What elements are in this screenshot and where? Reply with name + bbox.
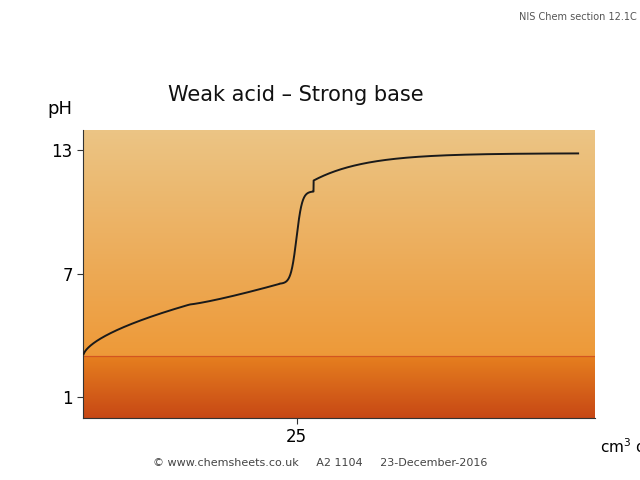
Text: pH: pH — [47, 100, 72, 118]
Text: NIS Chem section 12.1C: NIS Chem section 12.1C — [519, 12, 637, 22]
Text: Weak acid – Strong base: Weak acid – Strong base — [168, 85, 424, 105]
Text: © www.chemsheets.co.uk     A2 1104     23-December-2016: © www.chemsheets.co.uk A2 1104 23-Decemb… — [153, 458, 487, 468]
Text: cm$^3$ of base: cm$^3$ of base — [600, 438, 640, 456]
